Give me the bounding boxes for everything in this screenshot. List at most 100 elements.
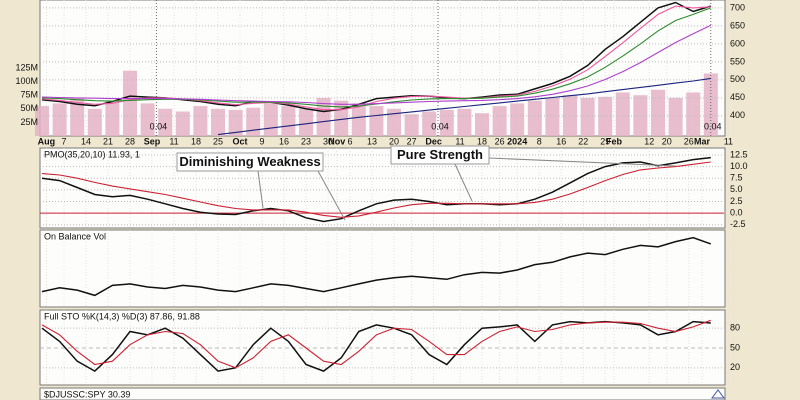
volume-bar (193, 106, 208, 136)
x-tick-label: 16 (556, 136, 566, 146)
x-tick-label: 6 (347, 136, 352, 146)
volume-bar (35, 106, 49, 136)
x-tick-label: 26 (684, 136, 694, 146)
volume-bar (580, 97, 595, 136)
volume-bar (211, 108, 225, 136)
annotation-text: Diminishing Weakness (179, 154, 320, 169)
series-line (41, 236, 712, 297)
volume-bar (475, 113, 489, 136)
x-tick-label: 7 (61, 136, 66, 146)
annotation-arrow (317, 170, 346, 221)
annotation-arrow (257, 170, 264, 209)
y-tick-label: 650 (730, 20, 745, 30)
y-tick-label: 20 (730, 362, 740, 372)
volume-bar (105, 100, 120, 136)
x-tick-label: 16 (279, 136, 289, 146)
panel-title: On Balance Vol (44, 231, 106, 241)
x-tick-label: 21 (103, 136, 113, 146)
volume-bar (422, 111, 437, 136)
volume-bar (316, 97, 331, 136)
volume-bar (492, 106, 507, 136)
volume-bar (404, 114, 419, 136)
x-tick-label: Aug (38, 136, 56, 146)
series-line (41, 161, 711, 218)
volume-bar (563, 95, 577, 136)
x-tick-label: 12 (644, 136, 654, 146)
volume-bar (175, 111, 190, 136)
annotation-box (176, 152, 324, 172)
panel-title: PMO(35,20,10) 11.93, 1 (44, 149, 140, 159)
x-tick-label: Nov (328, 136, 345, 146)
volume-bar (123, 70, 137, 136)
dividend-label: 0.04 (431, 121, 449, 131)
volume-bar (686, 92, 701, 136)
x-tick-label: 18 (477, 136, 487, 146)
volume-bar (510, 103, 525, 136)
y-tick-label: 7.5 (730, 173, 743, 183)
volume-bar (439, 109, 454, 136)
volume-bar (703, 73, 718, 136)
ratio-marker (711, 389, 725, 399)
x-tick-label: 11 (724, 136, 733, 146)
x-tick-label: Dec (425, 136, 442, 146)
x-tick-label: Sep (144, 136, 161, 146)
volume-bar (263, 103, 278, 136)
dividend-label: 0.04 (150, 121, 168, 131)
y-tick-label: 5.0 (730, 184, 743, 194)
x-tick-label: 27 (407, 136, 417, 146)
series-line (217, 77, 711, 136)
y-tick-label: 2.5 (730, 196, 743, 206)
x-tick-label: Feb (606, 136, 623, 146)
annotation-arrow (454, 163, 473, 202)
annotation-text: Pure Strength (397, 147, 483, 162)
x-tick-label: 25 (213, 136, 223, 146)
y-tick-label: 12.5 (730, 149, 748, 159)
x-tick-label: 8 (537, 136, 542, 146)
y-tick-label: -2.5 (730, 219, 746, 229)
annotations: Diminishing Weakness Pure Strength (176, 145, 725, 399)
y-tick-label: 450 (730, 92, 745, 102)
series-line (41, 5, 711, 111)
y-tick-label: 0.0 (730, 207, 743, 217)
series-line (41, 24, 712, 105)
annotation-box (390, 145, 490, 165)
volume-bar (668, 97, 683, 136)
y-tick-label: 80 (730, 323, 740, 333)
volume-bar (228, 109, 243, 136)
dividend-label: 0.04 (704, 121, 722, 131)
volume-tick-label: 25M (20, 117, 38, 127)
panel-title: $DJUSSC:SPY 30.39 (44, 389, 130, 399)
panel (39, 387, 726, 400)
volume-bar (651, 89, 665, 136)
x-tick-label: 18 (191, 136, 201, 146)
volume-bar (615, 92, 630, 136)
panel-title: Full STO %K(14,3) %D(3) 87.86, 91.88 (44, 311, 200, 321)
volume-bar (545, 97, 560, 136)
x-tick-label: 28 (125, 136, 135, 146)
volume-bar (281, 106, 296, 136)
volume-bar (457, 108, 472, 136)
volume-bar (527, 100, 542, 136)
volume-bar (351, 103, 366, 136)
volume-bar (369, 106, 384, 136)
y-tick-label: 500 (730, 74, 745, 84)
x-tick-label: 11 (455, 136, 464, 146)
x-tick-label: 9 (259, 136, 264, 146)
volume-bar (140, 103, 155, 136)
y-tick-label: 10.0 (730, 161, 748, 171)
x-tick-label: 11 (169, 136, 178, 146)
x-tick-label: 20 (389, 136, 399, 146)
volume-tick-label: 100M (15, 76, 38, 86)
x-tick-label: 26 (495, 136, 505, 146)
volume-bar (598, 96, 613, 136)
x-tick-label: 14 (81, 136, 91, 146)
x-tick-label: 23 (301, 136, 311, 146)
volume-bar (70, 97, 85, 136)
x-tick-label: 20 (662, 136, 672, 146)
y-tick-label: 600 (730, 38, 745, 48)
series-line (41, 156, 711, 223)
x-tick-label: 2024 (507, 136, 527, 146)
y-tick-label: 700 (730, 2, 745, 12)
